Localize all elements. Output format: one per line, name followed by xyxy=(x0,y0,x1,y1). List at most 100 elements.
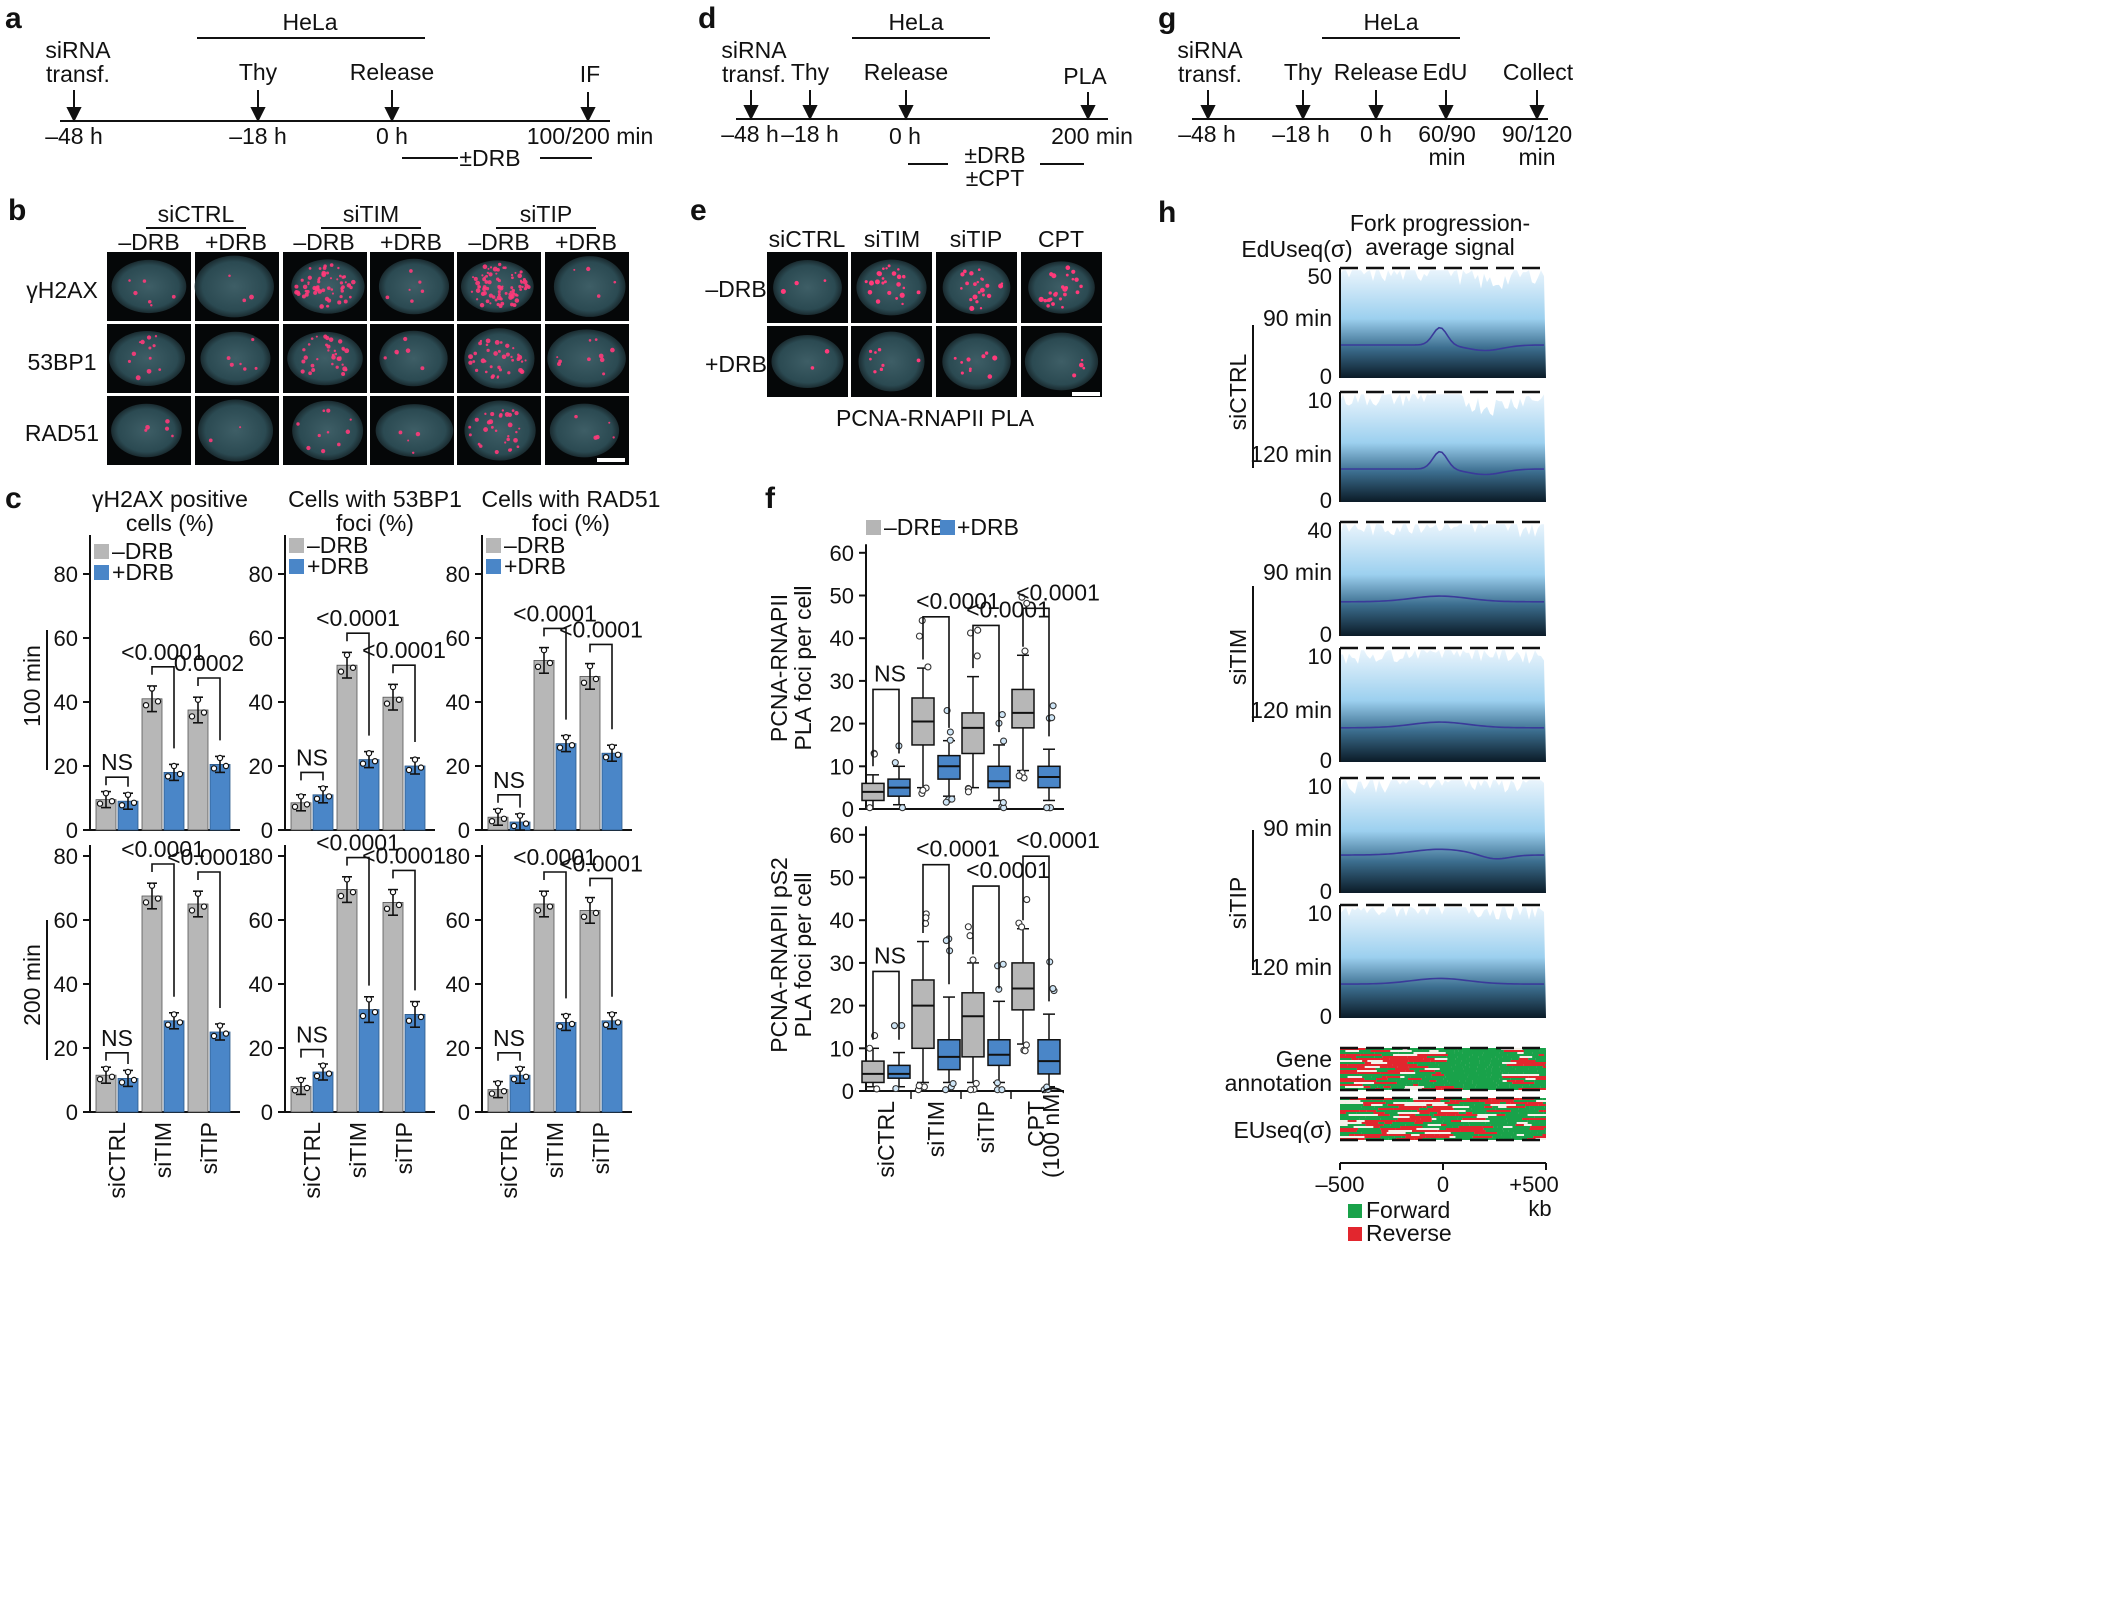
significance-label: 0.0002 xyxy=(174,650,244,676)
focus-dot xyxy=(331,292,334,295)
focus-dot xyxy=(501,354,507,359)
track-segment xyxy=(1482,1126,1494,1128)
outlier-point xyxy=(892,1085,900,1093)
pla-dot xyxy=(1071,269,1076,274)
track-segment xyxy=(1376,1078,1388,1080)
panel-d-time-end: 200 min xyxy=(1051,123,1133,149)
time-label: 90 min xyxy=(1263,305,1332,331)
focus-dot xyxy=(128,279,131,282)
track-segment xyxy=(1383,1124,1391,1126)
focus-dot xyxy=(326,431,330,434)
track-segment xyxy=(1426,1104,1433,1106)
pla-dot xyxy=(895,297,899,300)
track-segment xyxy=(1462,1052,1484,1054)
track-segment xyxy=(1406,1100,1414,1102)
track-segment xyxy=(1340,1058,1352,1060)
profile-panel-2: 10 0 120 min xyxy=(1250,388,1546,513)
focus-dot xyxy=(329,277,333,280)
track-segment xyxy=(1362,1084,1387,1086)
track-segment xyxy=(1539,1074,1546,1076)
track-segment xyxy=(1530,1126,1546,1128)
nucleus-shape xyxy=(292,400,364,461)
focus-dot xyxy=(488,272,493,277)
track-segment xyxy=(1409,1068,1425,1070)
track-segment xyxy=(1396,1082,1419,1084)
data-point xyxy=(522,820,530,827)
track-segment xyxy=(1404,1088,1422,1090)
track-segment xyxy=(1491,1070,1501,1072)
y-tick-label-max: 40 xyxy=(1308,518,1332,543)
pla-dot xyxy=(881,363,885,367)
significance-bracket xyxy=(922,616,950,728)
track-segment xyxy=(1527,1110,1539,1112)
outlier-point xyxy=(1049,985,1057,993)
focus-dot xyxy=(337,266,340,270)
track-segment xyxy=(1419,1108,1428,1110)
data-point xyxy=(164,773,172,780)
y-tick-label: 0 xyxy=(66,1100,78,1125)
focus-dot xyxy=(497,293,501,297)
track-segment xyxy=(1486,1110,1511,1112)
focus-dot xyxy=(498,262,502,267)
outlier-point xyxy=(918,616,926,625)
track-segment xyxy=(1478,1074,1492,1076)
track-segment xyxy=(1424,1100,1441,1102)
data-point xyxy=(522,1073,530,1081)
significance-bracket xyxy=(972,624,1000,733)
track-segment xyxy=(1340,1070,1358,1072)
focus-dot xyxy=(612,436,615,439)
data-point xyxy=(383,700,391,707)
pla-dot xyxy=(965,281,969,286)
y-tick-label: 0 xyxy=(842,1079,854,1104)
data-point xyxy=(417,764,425,771)
track-segment xyxy=(1349,1134,1355,1136)
panel-a-event-if: IF xyxy=(580,61,600,87)
nucleus-shape xyxy=(287,331,363,386)
focus-dot xyxy=(472,276,475,279)
track-segment xyxy=(1525,1104,1539,1106)
track-segment xyxy=(1425,1076,1432,1078)
track-segment xyxy=(1506,1106,1526,1108)
y-tick-label-zero: 0 xyxy=(1320,488,1332,513)
track-segment xyxy=(1378,1108,1394,1110)
track-segment xyxy=(1515,1104,1526,1106)
track-segment xyxy=(1513,1070,1538,1072)
pla-dot xyxy=(1065,273,1069,277)
y-tick-label: 20 xyxy=(54,1036,78,1061)
focus-dot xyxy=(326,408,331,413)
track-segment xyxy=(1340,1112,1346,1114)
focus-dot xyxy=(494,429,498,433)
panel-c-title-2a: Cells with 53BP1 xyxy=(288,486,462,512)
track-segment xyxy=(1500,1112,1519,1114)
track-segment xyxy=(1408,1078,1422,1080)
focus-dot xyxy=(307,343,311,346)
track-segment xyxy=(1485,1122,1508,1124)
panel-g-time-6090: 60/90 xyxy=(1418,121,1476,147)
data-point xyxy=(142,702,150,709)
track-segment xyxy=(1400,1126,1423,1128)
track-segment xyxy=(1447,1080,1455,1082)
focus-dot xyxy=(482,358,485,361)
legend-swatch-minus xyxy=(486,538,501,553)
focus-dot xyxy=(325,343,328,347)
track-segment xyxy=(1522,1086,1541,1088)
track-segment xyxy=(1508,1072,1524,1074)
focus-dot xyxy=(326,271,330,275)
track-segment xyxy=(1408,1060,1431,1062)
nucleus-shape xyxy=(200,331,271,386)
track-segment xyxy=(1429,1080,1437,1082)
track-segment xyxy=(1465,1080,1473,1082)
data-point xyxy=(349,664,357,671)
track-segment xyxy=(1357,1138,1365,1140)
focus-dot xyxy=(127,359,132,364)
data-point xyxy=(118,802,126,809)
track-segment xyxy=(1340,1082,1354,1084)
track-segment xyxy=(1396,1080,1413,1082)
track-segment xyxy=(1510,1116,1535,1118)
mean-signal-line xyxy=(1339,977,1545,985)
track-segment xyxy=(1538,1110,1544,1112)
track-segment xyxy=(1491,1068,1516,1070)
focus-dot xyxy=(586,266,591,272)
track-segment xyxy=(1529,1084,1546,1086)
